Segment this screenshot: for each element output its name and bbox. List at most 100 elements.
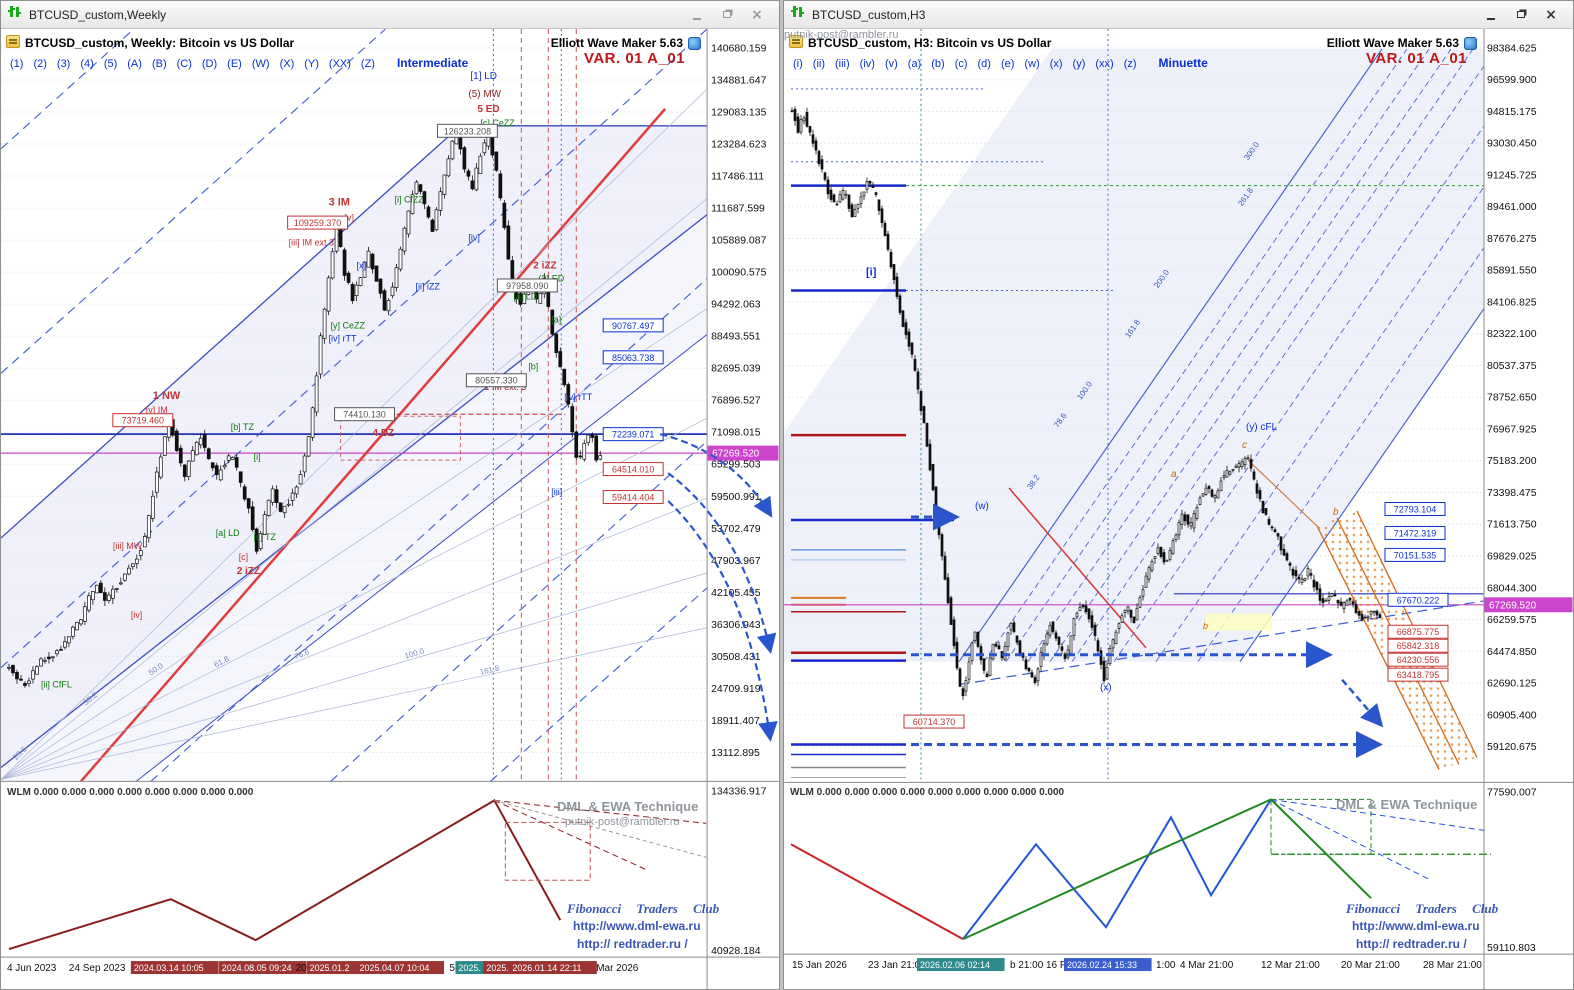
wave-label: [iv] rTT: [329, 333, 357, 343]
ewm-brand-label: Elliott Wave Maker 5.63: [1326, 36, 1459, 50]
watermark-url-redtrader: http:// redtrader.ru /: [1356, 937, 1467, 951]
time-axis-label: 2024.08.05 09:24: [222, 963, 292, 973]
wave-degree-button[interactable]: (X): [279, 58, 295, 70]
wave-degree-button[interactable]: (1): [10, 58, 24, 70]
svg-text:65842.318: 65842.318: [1397, 641, 1440, 651]
wave-label: 5 ED: [477, 104, 499, 115]
wave-degree-button[interactable]: (4): [80, 58, 94, 70]
wave-label: [ii] TZ: [254, 532, 277, 542]
wave-degree-button[interactable]: (C): [176, 58, 192, 70]
wave-label: (5) MW: [468, 89, 501, 100]
wave-label: (w): [975, 501, 989, 512]
wave-degree-button[interactable]: (iii): [835, 58, 850, 70]
svg-text:97958.090: 97958.090: [506, 281, 548, 291]
price-axis-label: 73398.475: [1487, 488, 1537, 499]
restore-button[interactable]: [719, 8, 735, 22]
wave-label: [v]: [345, 213, 354, 223]
wave-degree-button[interactable]: (a): [907, 58, 922, 70]
wlm-pane[interactable]: 134336.917 40928.184: [8, 786, 767, 957]
axis-price-tag: 67269.520: [707, 445, 779, 461]
watermark-email: putnik-post@rambler.ru: [565, 816, 680, 828]
wave-label: 4 DZ: [373, 428, 395, 439]
wave-label: b: [1203, 621, 1208, 631]
wave-degree-button[interactable]: (z): [1123, 58, 1137, 70]
ewm-panel-icon[interactable]: [789, 35, 803, 48]
time-axis[interactable]: 4 Jun 2023 24 Sep 2023 2024.03.14 10:05 202…: [7, 961, 639, 974]
price-axis-label: 60905.400: [1487, 710, 1537, 721]
wave-degree-button[interactable]: (w): [1024, 58, 1040, 70]
wave-degree-button[interactable]: (2): [33, 58, 47, 70]
wave-degree-button[interactable]: (xx): [1095, 58, 1114, 70]
wlm-pane[interactable]: 77590.007 59110.803: [790, 787, 1537, 954]
wave-degree-button[interactable]: (d): [977, 58, 991, 70]
wave-degree-button[interactable]: (W): [251, 58, 270, 70]
price-tag: 109259.370: [287, 215, 349, 230]
price-chart-h3[interactable]: 300.0261.8200.0161.8100.078.638.2[i](w)(…: [784, 29, 1573, 989]
wave-degree-button[interactable]: (v): [884, 58, 898, 70]
price-axis-label: 66259.575: [1487, 615, 1537, 626]
price-tag: 70151.535: [1384, 547, 1446, 562]
close-button[interactable]: ×: [751, 6, 763, 23]
ewm-brand-icon[interactable]: [1464, 36, 1477, 50]
chart-window-weekly[interactable]: BTCUSD_custom,Weekly × 23.6 38.2 50.0 61.8 7…: [0, 0, 780, 990]
chart-symbol-header: BTCUSD_custom, Weekly: Bitcoin vs US Dol…: [25, 36, 295, 50]
restore-button[interactable]: [1513, 8, 1529, 22]
svg-text:71472.319: 71472.319: [1394, 528, 1437, 538]
wave-degree-button[interactable]: (x): [1049, 58, 1063, 70]
price-axis-label: 82695.039: [711, 364, 761, 375]
price-axis[interactable]: 98384.625 96599.900 94815.175 93030.450 9124…: [1487, 43, 1537, 753]
window-title: BTCUSD_custom,H3: [812, 7, 926, 22]
ewm-brand: Elliott Wave Maker 5.63: [551, 36, 701, 50]
wave-degree-button[interactable]: (Y): [304, 58, 319, 70]
price-axis-label: 68044.300: [1487, 583, 1537, 594]
time-axis-label: 24 Sep 2023: [69, 963, 126, 974]
time-axis-label: 4 Mar 21:00: [1180, 960, 1234, 971]
price-axis[interactable]: 140680.159 134881.647 129083.135 123284.623…: [711, 43, 767, 759]
wave-degree-button[interactable]: (e): [1000, 58, 1015, 70]
wave-label: [v] IM: [146, 405, 168, 415]
price-axis-label: 53702.479: [711, 524, 761, 535]
price-tag: 71472.319: [1384, 525, 1446, 540]
ewm-panel-icon[interactable]: [6, 35, 20, 48]
window-titlebar[interactable]: BTCUSD_custom,Weekly ×: [1, 1, 779, 29]
ewm-brand-icon[interactable]: [688, 36, 701, 50]
chart-area-weekly[interactable]: 23.6 38.2 50.0 61.8 76.6 100.0 161.8 [1] LD (5) …: [1, 29, 779, 989]
wave-degree-button[interactable]: (b): [931, 58, 945, 70]
minimize-button[interactable]: [689, 8, 705, 22]
wave-label: [x]: [357, 261, 366, 271]
window-title: BTCUSD_custom,Weekly: [29, 7, 167, 22]
wave-degree-button[interactable]: (ii): [812, 58, 825, 70]
wave-degree-button[interactable]: (iv): [859, 58, 875, 70]
wave-label: [iii] IM ext.3: [289, 238, 334, 248]
wave-label: 2 iZZ: [237, 566, 260, 577]
wlm-indicator-label: WLM 0.000 0.000 0.000 0.000 0.000 0.000 …: [7, 787, 254, 798]
price-axis-label: 111687.599: [711, 204, 765, 215]
wave-degree-button[interactable]: (3): [56, 58, 71, 70]
svg-text:63418.795: 63418.795: [1397, 670, 1440, 680]
time-axis-label: 2025.: [458, 963, 480, 973]
wave-degree-button[interactable]: (5): [103, 58, 118, 70]
window-titlebar[interactable]: BTCUSD_custom,H3 ×: [784, 1, 1573, 29]
wave-degree-button[interactable]: (c): [954, 58, 968, 70]
price-axis-label: 88493.551: [711, 332, 761, 343]
wave-degree-button[interactable]: (B): [151, 58, 167, 70]
wave-degree-button[interactable]: (E): [227, 58, 242, 70]
wave-degree-button[interactable]: (Z): [360, 58, 375, 70]
wave-degree-button[interactable]: (D): [201, 58, 218, 70]
svg-text:67269.520: 67269.520: [1489, 600, 1537, 611]
close-button[interactable]: ×: [1545, 6, 1557, 23]
wave-degree-button[interactable]: (i): [793, 58, 803, 70]
minimize-button[interactable]: [1483, 8, 1499, 22]
wave-degree-button[interactable]: (A): [127, 58, 142, 70]
chart-window-h3[interactable]: BTCUSD_custom,H3 × 300.0 261.8 200.0 161.8 1…: [783, 0, 1574, 990]
wave-label: [iv]: [131, 610, 142, 620]
price-tag: 72793.104: [1384, 502, 1446, 516]
chart-area-h3[interactable]: 300.0 261.8 200.0 161.8 100.0 78.6 38.2 [i] (w)(…: [784, 29, 1573, 989]
wave-degree-button[interactable]: (XX): [328, 58, 351, 70]
time-marker: [130, 961, 219, 975]
ewm-brand-label: Elliott Wave Maker 5.63: [550, 36, 683, 50]
wave-degree-button[interactable]: (y): [1072, 58, 1086, 70]
watermark-club: Fibonacci Traders Club: [1346, 901, 1499, 916]
